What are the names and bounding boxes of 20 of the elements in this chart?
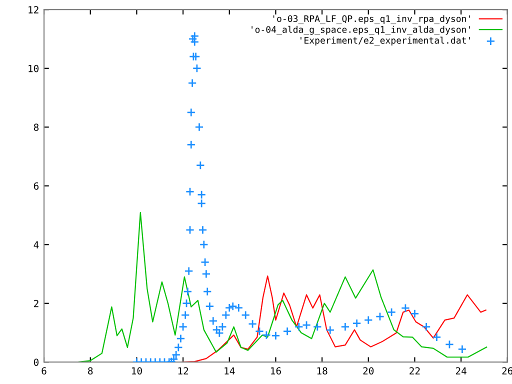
x-tick-label: 16 — [271, 367, 281, 375]
legend-label: 'o-04_alda_g_space.eps_q1_inv_alda_dyson' — [252, 26, 470, 35]
y-tick-label: 2 — [34, 300, 38, 308]
x-tick-label: 22 — [410, 367, 420, 374]
y-tick-label: 8 — [34, 124, 39, 131]
x-tick-label: 18 — [317, 367, 328, 375]
x-tick-label: 24 — [456, 367, 466, 374]
x-tick-label: 20 — [363, 367, 374, 375]
y-tick-label: 4 — [34, 241, 39, 248]
legend-label: 'Experiment/e2_experimental.dat' — [300, 36, 470, 46]
x-tick-label: 12 — [178, 367, 188, 374]
x-tick-label: 14 — [224, 367, 235, 374]
legend-label: 'o-03_RPA_LF_QP.eps_q1_inv_rpa_dyson' — [273, 15, 470, 24]
y-tick-label: 0 — [34, 358, 39, 366]
y-tick-label: 12 — [28, 6, 38, 14]
x-tick-label: 8 — [88, 367, 93, 375]
y-tick-label: 6 — [34, 182, 39, 190]
x-tick-label: 10 — [132, 367, 142, 375]
y-tick-label: 10 — [28, 64, 39, 72]
x-tick-label: 6 — [42, 367, 46, 375]
